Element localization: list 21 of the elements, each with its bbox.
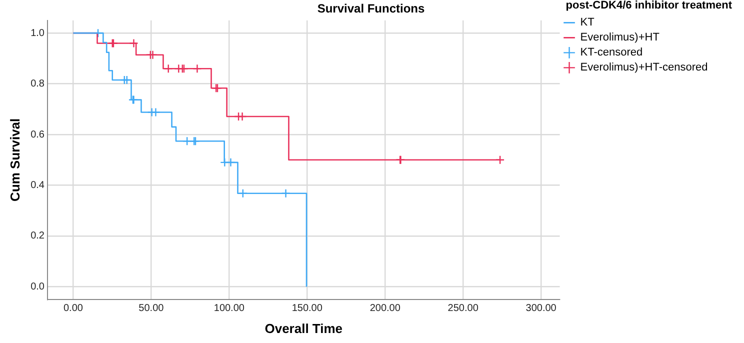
chart-title: Survival Functions	[317, 2, 425, 16]
x-tick-label: 200.00	[370, 303, 401, 314]
y-tick-label: 0.6	[30, 129, 45, 140]
legend-label: Everolimus)+HT	[580, 32, 660, 44]
x-tick-label: 150.00	[292, 303, 323, 314]
y-tick-label: 0.4	[30, 180, 45, 192]
x-tick-label: 0.00	[63, 303, 84, 314]
legend-label: Everolimus)+HT-censored	[580, 62, 708, 74]
legend-title: post-CDK4/6 inhibitor treatment	[566, 0, 732, 12]
x-tick-label: 300.00	[526, 303, 557, 314]
y-tick-label: 0.2	[30, 230, 45, 242]
y-tick-label: 0.0	[30, 281, 45, 292]
legend-label: KT-censored	[580, 46, 643, 59]
x-tick-label: 50.00	[138, 303, 164, 314]
y-tick-label: 0.8	[30, 78, 45, 90]
x-tick-label: 100.00	[214, 303, 245, 314]
legend-label: KT	[580, 16, 595, 29]
y-tick-label: 1.0	[30, 28, 45, 39]
y-axis-title: Cum Survival	[7, 118, 22, 202]
x-axis-title: Overall Time	[264, 320, 343, 336]
x-tick-label: 250.00	[448, 303, 479, 314]
